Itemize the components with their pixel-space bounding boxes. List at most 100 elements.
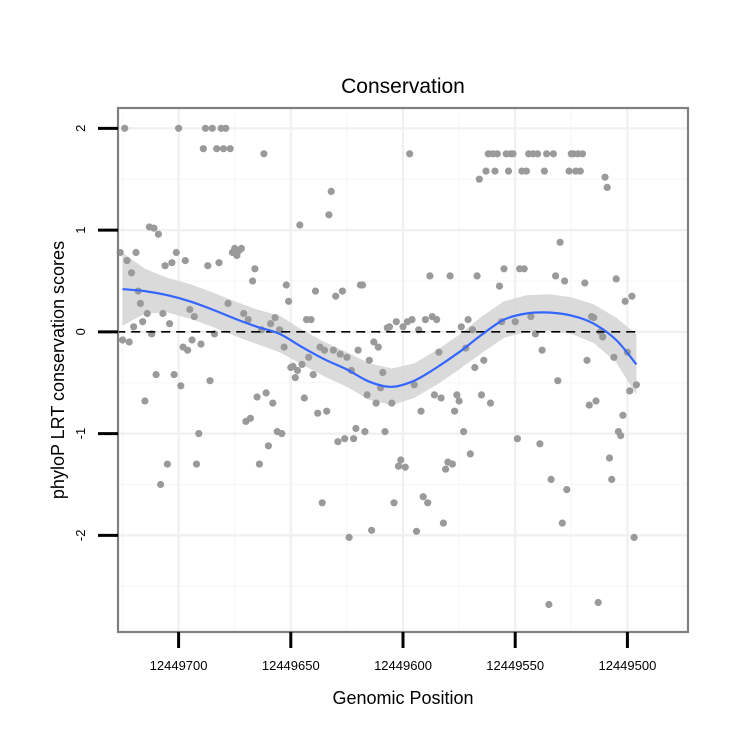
data-point <box>170 371 178 379</box>
data-point <box>139 318 147 326</box>
data-point <box>121 124 129 132</box>
data-point <box>385 323 394 331</box>
data-point <box>504 167 513 175</box>
data-points <box>116 124 641 609</box>
data-point <box>509 150 517 158</box>
data-point <box>603 183 611 191</box>
data-point <box>619 411 627 419</box>
data-point <box>406 150 414 158</box>
data-point <box>161 262 169 270</box>
data-point <box>608 475 616 483</box>
data-point <box>341 435 349 443</box>
data-point <box>554 377 562 385</box>
data-point <box>255 460 263 468</box>
grid <box>118 108 688 632</box>
x-tick-label: 12449550 <box>486 658 544 673</box>
data-point <box>298 360 306 368</box>
smooth-trend-line <box>122 288 638 388</box>
data-point <box>159 309 167 318</box>
data-point <box>338 287 346 295</box>
data-point <box>448 460 456 468</box>
data-point <box>224 299 232 307</box>
data-point <box>381 428 389 436</box>
data-point <box>361 428 369 436</box>
x-tick-label: 12449600 <box>374 658 432 673</box>
data-point <box>154 230 162 238</box>
data-point <box>152 371 160 379</box>
data-point <box>127 269 136 277</box>
data-point <box>435 348 443 356</box>
data-point <box>455 397 463 405</box>
data-point <box>374 343 382 351</box>
data-point <box>175 124 183 132</box>
data-point <box>457 323 465 331</box>
data-point <box>471 363 479 372</box>
data-point <box>318 499 326 507</box>
data-point <box>424 499 432 507</box>
data-point <box>446 272 454 280</box>
data-point <box>264 442 272 450</box>
data-point <box>199 145 207 153</box>
data-point <box>585 401 593 409</box>
data-point <box>271 314 279 322</box>
data-point <box>421 316 429 324</box>
data-point <box>412 527 421 535</box>
data-point <box>352 424 360 433</box>
data-point <box>204 262 212 270</box>
data-point <box>253 393 261 401</box>
data-point <box>513 435 522 443</box>
data-point <box>184 346 192 354</box>
data-point <box>430 391 438 399</box>
data-point <box>439 519 447 527</box>
data-point <box>262 389 270 397</box>
data-point <box>397 456 405 464</box>
data-point <box>379 368 387 377</box>
data-point <box>305 353 313 361</box>
data-point <box>626 387 634 395</box>
data-point <box>605 454 614 462</box>
data-point <box>453 391 461 399</box>
data-point <box>269 399 277 407</box>
data-point <box>296 221 304 229</box>
y-axis-ticks: 2 1 0 -1 -2 <box>73 125 118 541</box>
data-point <box>482 167 490 175</box>
data-point <box>350 435 358 443</box>
data-point <box>549 150 558 158</box>
chart-title: Conservation <box>341 75 465 98</box>
data-point <box>547 475 555 483</box>
data-point <box>527 313 535 321</box>
data-point <box>621 297 629 305</box>
data-point <box>522 167 531 175</box>
data-point <box>195 430 203 438</box>
data-point <box>251 265 259 273</box>
data-point <box>157 480 165 489</box>
data-point <box>590 314 598 322</box>
data-point <box>222 124 230 132</box>
data-point <box>538 346 546 354</box>
data-point <box>278 430 286 438</box>
data-point <box>534 150 542 158</box>
x-axis-ticks: 12449700 12449650 12449600 12449550 12449500 <box>150 632 656 673</box>
data-point <box>632 381 641 389</box>
data-point <box>314 409 322 417</box>
data-point <box>177 382 185 390</box>
data-point <box>491 167 499 175</box>
data-point <box>599 333 607 341</box>
data-point <box>563 486 571 494</box>
data-point <box>132 248 140 257</box>
data-point <box>433 316 441 324</box>
data-point <box>280 343 288 351</box>
data-point <box>556 238 564 246</box>
data-point <box>226 145 234 153</box>
x-tick-label: 12449650 <box>262 658 320 673</box>
data-point <box>410 381 418 389</box>
data-point <box>345 533 353 542</box>
data-point <box>390 499 398 507</box>
data-point <box>401 463 409 471</box>
data-point <box>359 281 367 289</box>
data-point <box>168 259 176 267</box>
data-point <box>118 336 127 344</box>
data-point <box>628 292 636 300</box>
data-point <box>493 150 501 158</box>
